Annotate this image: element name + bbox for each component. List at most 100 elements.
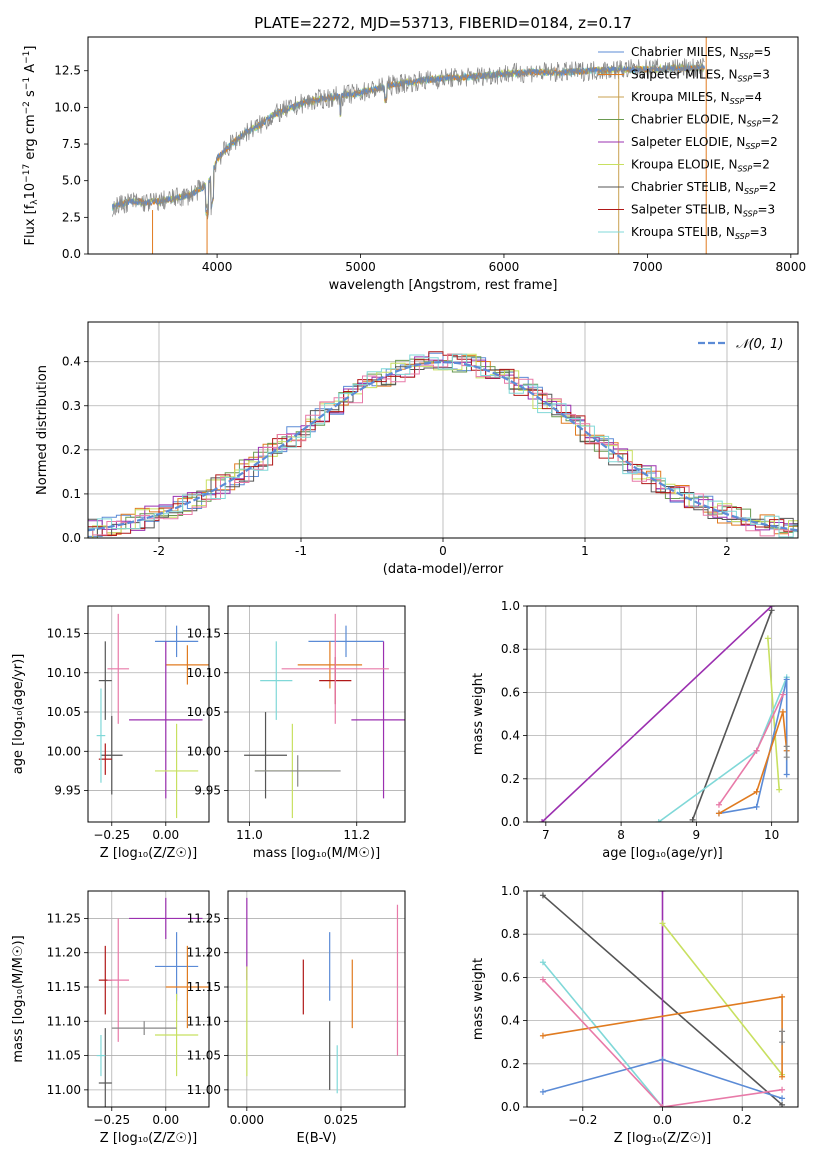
plus-marker [659, 1104, 666, 1107]
legend-tail: =5 [753, 45, 771, 59]
plus-marker [779, 1095, 786, 1102]
spectrum-frame [87, 36, 799, 255]
massweight_vs_Z-series [539, 891, 786, 1107]
plus-marker [783, 771, 790, 778]
plus-marker [764, 635, 771, 642]
y-tick-label: 11.00 [187, 1083, 221, 1097]
y-tick-label: 0.6 [501, 970, 520, 984]
legend-sub: SSP [730, 97, 745, 106]
histogram-series [88, 353, 798, 538]
x-tick-label: 0.0 [653, 1113, 672, 1127]
age_vs_mass-axes: 11.0 11.2 9.95 10.00 10.05 10.10 10.15 mass [lo… [187, 606, 405, 861]
plus-marker [659, 1056, 666, 1063]
mass-weight-line [542, 961, 664, 1107]
legend-label: Kroupa MILES, N [631, 90, 730, 104]
plus-marker [783, 743, 790, 750]
legend-tail: =3 [757, 203, 775, 217]
mass_vs_Z-points [96, 897, 209, 1107]
y-label-part: Flux [f [23, 204, 38, 245]
y-tick-label: 10.05 [187, 705, 221, 719]
y-tick-label: 0.2 [501, 1057, 520, 1071]
mass-weight-line [542, 979, 783, 1107]
x-tick-label: 0.00 [152, 1113, 179, 1127]
y-tick-label: 9.95 [194, 784, 221, 798]
legend-entry: Chabrier ELODIE, NSSP=2 [631, 113, 779, 129]
legend-entry: Salpeter ELODIE, NSSP=2 [631, 135, 778, 151]
y-tick-label: 0.0 [501, 815, 520, 829]
y-label-part: λ [30, 199, 40, 205]
legend-entry: Chabrier STELIB, NSSP=2 [631, 180, 776, 196]
y-tick-label: 0.4 [501, 1014, 520, 1028]
y-tick-label: 0.4 [62, 355, 81, 369]
histogram-series [88, 353, 798, 538]
y-tick-label: 0.8 [501, 642, 520, 656]
legend-entry: Salpeter MILES, NSSP=3 [631, 68, 770, 84]
x-tick-label: -2 [153, 544, 165, 558]
y-tick-label: 11.15 [187, 980, 221, 994]
plus-marker [779, 708, 786, 715]
y-axis-label: mass [log₁₀(M/M☉)] [11, 935, 26, 1062]
histogram-series [88, 353, 798, 538]
x-tick-label: 1 [581, 544, 589, 558]
y-tick-label: 10.15 [187, 626, 221, 640]
mass_vs_ebv-points [246, 897, 399, 1094]
y-tick-label: 11.10 [47, 1014, 81, 1028]
age_vs_mass-frame [227, 605, 406, 823]
x-axis-label: age [log₁₀(age/yr)] [602, 846, 723, 861]
legend-label: Kroupa ELODIE, N [631, 158, 738, 172]
plus-marker [539, 892, 546, 899]
legend-sub: SSP [739, 52, 754, 61]
y-axis-label: mass weight [471, 673, 486, 755]
legend-sub: SSP [738, 165, 753, 174]
spectrum-line [112, 57, 705, 220]
y-tick-label: 10.0 [54, 100, 81, 114]
chart-title: PLATE=2272, MJD=53713, FIBERID=0184, z=0… [254, 14, 632, 32]
y-axis-label: Normed distribution [35, 365, 50, 495]
legend-entry: Kroupa MILES, NSSP=4 [631, 90, 762, 106]
plus-marker [539, 976, 546, 983]
mass_vs_Z-frame [87, 890, 210, 1108]
histogram-series [88, 351, 798, 538]
x-tick-label: −0.25 [93, 1113, 130, 1127]
x-tick-label: 8 [617, 828, 625, 842]
y-tick-label: 10.10 [187, 666, 221, 680]
x-tick-label: 5000 [345, 260, 376, 274]
x-tick-label: 0.000 [230, 1113, 264, 1127]
mass-weight-line [718, 711, 788, 815]
plus-marker [779, 993, 786, 1000]
legend-tail: =2 [760, 135, 778, 149]
x-tick-label: 10 [764, 828, 779, 842]
legend-label: Chabrier ELODIE, N [631, 113, 747, 127]
mass-weight-line [661, 922, 783, 1076]
legend-entry: Kroupa STELIB, NSSP=3 [631, 225, 767, 241]
y-tick-label: 11.05 [47, 1049, 81, 1063]
y-tick-label: 11.05 [187, 1049, 221, 1063]
spectrum-axes: 4000 5000 6000 7000 8000 0.0 2.5 5.0 7.5 10.0 12.5… [54, 64, 806, 293]
y-tick-label: 10.10 [47, 666, 81, 680]
gaussian-legend-label: 𝒩(0, 1) [736, 337, 783, 352]
mass_vs_ebv-frame [227, 890, 406, 1108]
y-tick-label: 1.0 [501, 599, 520, 613]
y-tick-label: 0.6 [501, 685, 520, 699]
plus-marker [753, 788, 760, 795]
y-label-part: erg cm [23, 114, 38, 163]
y-tick-label: 5.0 [62, 174, 81, 188]
y-tick-label: 11.20 [47, 946, 81, 960]
age_vs_mass-points [244, 613, 405, 819]
y-tick-label: 11.25 [187, 911, 221, 925]
y-tick-label: 10.00 [47, 744, 81, 758]
plus-marker [776, 786, 783, 793]
y-label-part: 10 [23, 183, 38, 200]
x-tick-label: 11.0 [236, 828, 263, 842]
y-label-part: ] [23, 46, 38, 51]
x-axis-label: Z [log₁₀(Z/Z☉)] [100, 846, 197, 861]
x-axis-label: E(B-V) [296, 1131, 336, 1146]
legend-tail: =2 [761, 113, 779, 127]
y-tick-label: 1.0 [501, 884, 520, 898]
plus-marker [753, 803, 760, 810]
legend-sub: SSP [747, 120, 762, 129]
y-tick-label: 12.5 [54, 64, 81, 78]
plus-marker [753, 747, 760, 754]
y-tick-label: 0.1 [62, 487, 81, 501]
